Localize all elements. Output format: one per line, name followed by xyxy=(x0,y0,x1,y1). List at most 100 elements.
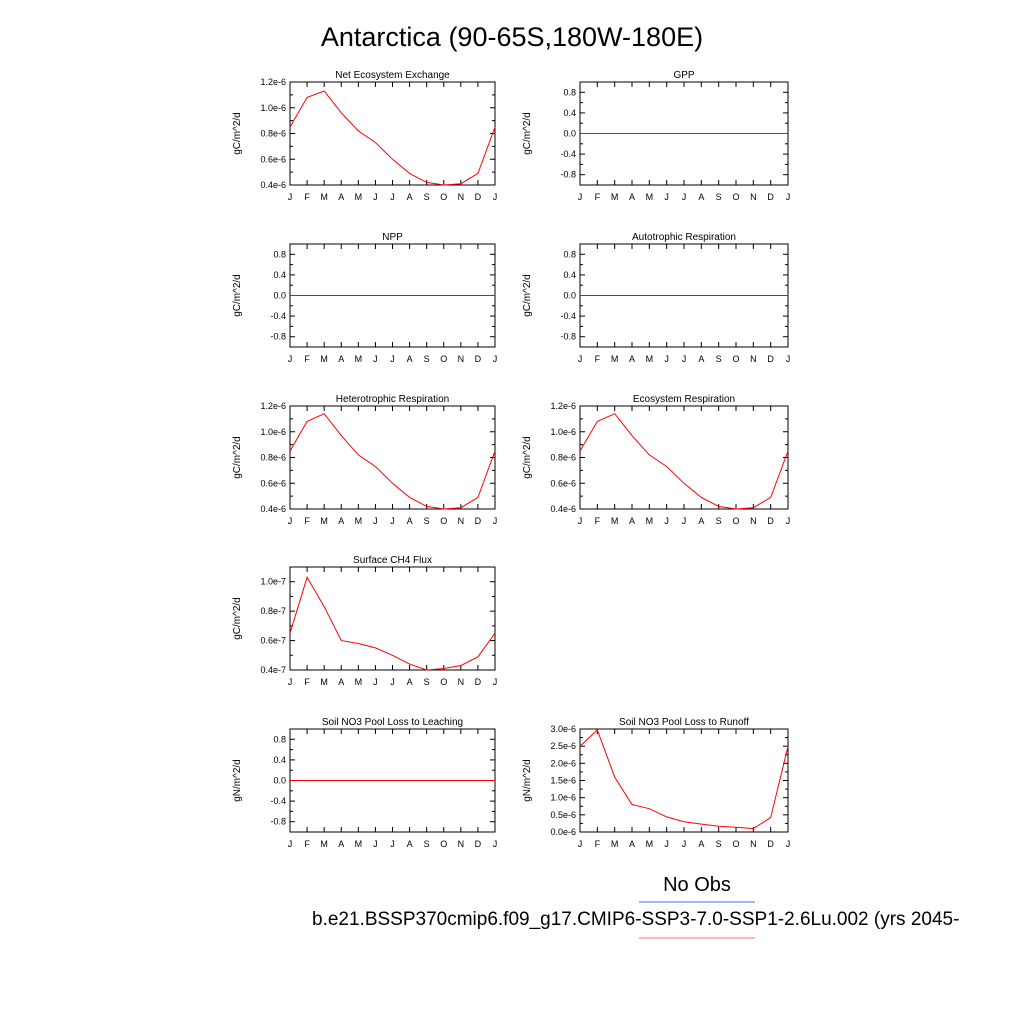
x-tick-label: M xyxy=(646,192,654,202)
x-tick-label: A xyxy=(338,839,344,849)
y-tick-label: -0.8 xyxy=(270,332,286,342)
x-tick-label: N xyxy=(458,354,465,364)
x-tick-label: S xyxy=(716,354,722,364)
y-tick-label: 0.4 xyxy=(273,270,286,280)
x-tick-label: A xyxy=(698,192,704,202)
y-axis-label: gN/m^2/d xyxy=(232,759,243,802)
series-line xyxy=(579,729,789,830)
x-tick-label: S xyxy=(424,354,430,364)
x-tick-label: M xyxy=(355,516,363,526)
y-tick-label: 1.5e-6 xyxy=(550,776,576,786)
x-tick-label: O xyxy=(732,192,739,202)
x-tick-label: F xyxy=(304,192,310,202)
x-tick-label: M xyxy=(355,677,363,687)
y-tick-label: 0.4e-6 xyxy=(260,180,286,190)
x-tick-label: A xyxy=(629,839,635,849)
x-tick-label: F xyxy=(304,516,310,526)
x-tick-label: J xyxy=(288,192,293,202)
y-tick-label: 2.0e-6 xyxy=(550,758,576,768)
y-tick-label: 0.6e-6 xyxy=(260,154,286,164)
y-tick-label: 1.0e-7 xyxy=(260,577,286,587)
plot-frame xyxy=(579,728,789,833)
figure-title: Antarctica (90-65S,180W-180E) xyxy=(321,22,703,52)
x-tick-label: M xyxy=(646,354,654,364)
x-tick-label: A xyxy=(338,192,344,202)
y-tick-label: 0.0 xyxy=(563,291,576,301)
y-tick-label: 0.8 xyxy=(563,87,576,97)
x-tick-label: J xyxy=(682,192,687,202)
x-tick-label: A xyxy=(338,677,344,687)
y-tick-label: 1.2e-6 xyxy=(550,401,576,411)
y-tick-label: 0.8e-6 xyxy=(260,453,286,463)
panel-title: GPP xyxy=(673,70,694,81)
x-tick-label: M xyxy=(320,354,328,364)
y-axis-label: gC/m^2/d xyxy=(232,436,243,479)
y-tick-label: -0.8 xyxy=(270,817,286,827)
x-tick-label: N xyxy=(750,354,757,364)
x-tick-label: A xyxy=(698,354,704,364)
x-tick-label: D xyxy=(475,677,482,687)
x-tick-label: S xyxy=(716,192,722,202)
series-line xyxy=(579,413,789,510)
x-tick-label: D xyxy=(767,516,774,526)
y-tick-label: 0.8 xyxy=(273,734,286,744)
x-tick-label: J xyxy=(664,192,669,202)
x-tick-label: M xyxy=(611,192,619,202)
x-tick-label: J xyxy=(390,677,395,687)
x-tick-label: M xyxy=(320,839,328,849)
y-tick-label: 0.0 xyxy=(563,129,576,139)
panel-title: Surface CH4 Flux xyxy=(353,555,432,566)
x-tick-label: A xyxy=(407,516,413,526)
x-tick-label: D xyxy=(475,839,482,849)
x-tick-label: A xyxy=(407,677,413,687)
y-tick-label: 0.4e-6 xyxy=(550,504,576,514)
x-tick-label: O xyxy=(440,516,447,526)
x-tick-label: J xyxy=(578,516,583,526)
x-tick-label: D xyxy=(767,839,774,849)
y-tick-label: 0.8e-6 xyxy=(550,453,576,463)
x-tick-label: F xyxy=(304,839,310,849)
x-tick-label: J xyxy=(288,677,293,687)
panel-7: Soil NO3 Pool Loss to Leaching gN/m^2/d J F… xyxy=(232,717,497,849)
y-axis-label: gC/m^2/d xyxy=(232,274,243,317)
x-tick-label: N xyxy=(750,839,757,849)
x-tick-label: J xyxy=(288,354,293,364)
y-tick-label: 0.4 xyxy=(563,108,576,118)
y-tick-label: 1.0e-6 xyxy=(260,427,286,437)
plot-frame xyxy=(289,405,496,510)
x-tick-label: J xyxy=(373,677,378,687)
panel-title: Ecosystem Respiration xyxy=(633,394,735,405)
x-tick-label: F xyxy=(595,516,601,526)
x-tick-label: J xyxy=(578,192,583,202)
x-tick-label: J xyxy=(664,516,669,526)
y-axis-label: gC/m^2/d xyxy=(522,274,533,317)
y-tick-label: 0.8e-7 xyxy=(260,606,286,616)
y-tick-label: -0.8 xyxy=(560,170,576,180)
x-tick-label: J xyxy=(682,354,687,364)
y-tick-label: -0.4 xyxy=(270,311,286,321)
y-tick-label: 0.4e-6 xyxy=(260,504,286,514)
x-tick-label: M xyxy=(646,839,654,849)
y-tick-label: -0.8 xyxy=(560,332,576,342)
x-tick-label: A xyxy=(629,192,635,202)
y-tick-label: 0.0 xyxy=(273,776,286,786)
x-tick-label: S xyxy=(716,839,722,849)
x-tick-label: A xyxy=(407,192,413,202)
x-tick-label: A xyxy=(338,354,344,364)
y-axis-label: gC/m^2/d xyxy=(232,597,243,640)
plot-frame xyxy=(289,81,496,186)
y-tick-label: 1.0e-6 xyxy=(550,793,576,803)
y-tick-label: -0.4 xyxy=(560,311,576,321)
x-tick-label: N xyxy=(458,516,465,526)
x-tick-label: M xyxy=(355,192,363,202)
panel-title: NPP xyxy=(382,232,403,243)
x-tick-label: J xyxy=(373,516,378,526)
y-tick-label: 0.0e-6 xyxy=(550,827,576,837)
y-tick-label: 0.6e-6 xyxy=(260,478,286,488)
x-tick-label: J xyxy=(578,354,583,364)
x-tick-label: A xyxy=(338,516,344,526)
panel-title: Heterotrophic Respiration xyxy=(336,394,449,405)
